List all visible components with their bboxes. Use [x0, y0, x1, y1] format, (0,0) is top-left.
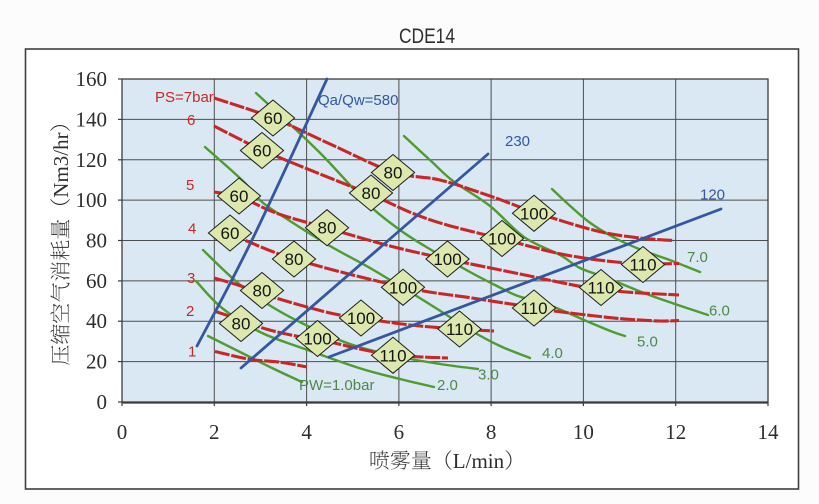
svg-text:10: 10 [573, 420, 594, 444]
svg-text:6: 6 [394, 420, 405, 444]
svg-text:3: 3 [187, 270, 195, 287]
svg-text:Nm3/hr: Nm3/hr [49, 132, 73, 197]
svg-text:5.0: 5.0 [637, 334, 658, 351]
svg-text:100: 100 [389, 278, 417, 297]
svg-text:100: 100 [303, 330, 331, 349]
svg-text:80: 80 [384, 164, 403, 183]
svg-text:2.0: 2.0 [437, 377, 458, 394]
svg-text:60: 60 [86, 269, 107, 293]
svg-text:CDE14: CDE14 [399, 24, 455, 48]
svg-text:60: 60 [230, 187, 249, 206]
svg-text:PW=1.0bar: PW=1.0bar [299, 377, 374, 394]
svg-text:40: 40 [86, 309, 107, 333]
svg-text:230: 230 [505, 133, 530, 150]
svg-text:80: 80 [232, 315, 251, 334]
svg-text:5: 5 [186, 177, 194, 194]
svg-text:80: 80 [285, 250, 304, 269]
svg-text:4.0: 4.0 [542, 345, 563, 362]
svg-text:140: 140 [76, 107, 108, 131]
svg-text:60: 60 [253, 142, 272, 161]
svg-text:60: 60 [264, 109, 283, 128]
svg-text:110: 110 [587, 279, 614, 298]
svg-text:14: 14 [758, 420, 780, 444]
svg-text:4: 4 [188, 221, 196, 238]
svg-text:100: 100 [347, 309, 375, 328]
svg-text:80: 80 [362, 184, 381, 203]
svg-text:8: 8 [486, 420, 497, 444]
svg-text:6.0: 6.0 [709, 303, 730, 320]
svg-text:6: 6 [187, 112, 195, 129]
svg-text:PS=7bar: PS=7bar [155, 89, 214, 106]
svg-text:4: 4 [301, 420, 312, 444]
svg-text:80: 80 [318, 219, 337, 238]
svg-text:110: 110 [379, 346, 406, 365]
svg-text:L/min: L/min [453, 449, 505, 473]
svg-text:2: 2 [209, 420, 220, 444]
svg-text:Qa/Qw=580: Qa/Qw=580 [318, 92, 398, 109]
svg-text:2: 2 [186, 303, 194, 320]
svg-text:80: 80 [253, 282, 272, 301]
svg-text:80: 80 [86, 229, 107, 253]
svg-text:120: 120 [76, 148, 108, 172]
svg-text:110: 110 [520, 299, 547, 318]
svg-text:3.0: 3.0 [478, 367, 499, 384]
svg-text:120: 120 [700, 187, 725, 204]
svg-text:100: 100 [433, 250, 461, 269]
svg-text:110: 110 [446, 320, 473, 339]
svg-text:12: 12 [665, 420, 686, 444]
svg-text:60: 60 [221, 224, 240, 243]
svg-text:1: 1 [188, 344, 196, 361]
svg-text:7.0: 7.0 [687, 249, 708, 266]
svg-text:0: 0 [117, 420, 128, 444]
svg-text:100: 100 [520, 204, 548, 223]
svg-text:100: 100 [488, 230, 516, 249]
svg-text:110: 110 [629, 256, 656, 275]
svg-text:0: 0 [97, 390, 108, 414]
svg-text:160: 160 [76, 67, 108, 91]
svg-text:100: 100 [76, 188, 108, 212]
svg-text:20: 20 [86, 350, 107, 374]
